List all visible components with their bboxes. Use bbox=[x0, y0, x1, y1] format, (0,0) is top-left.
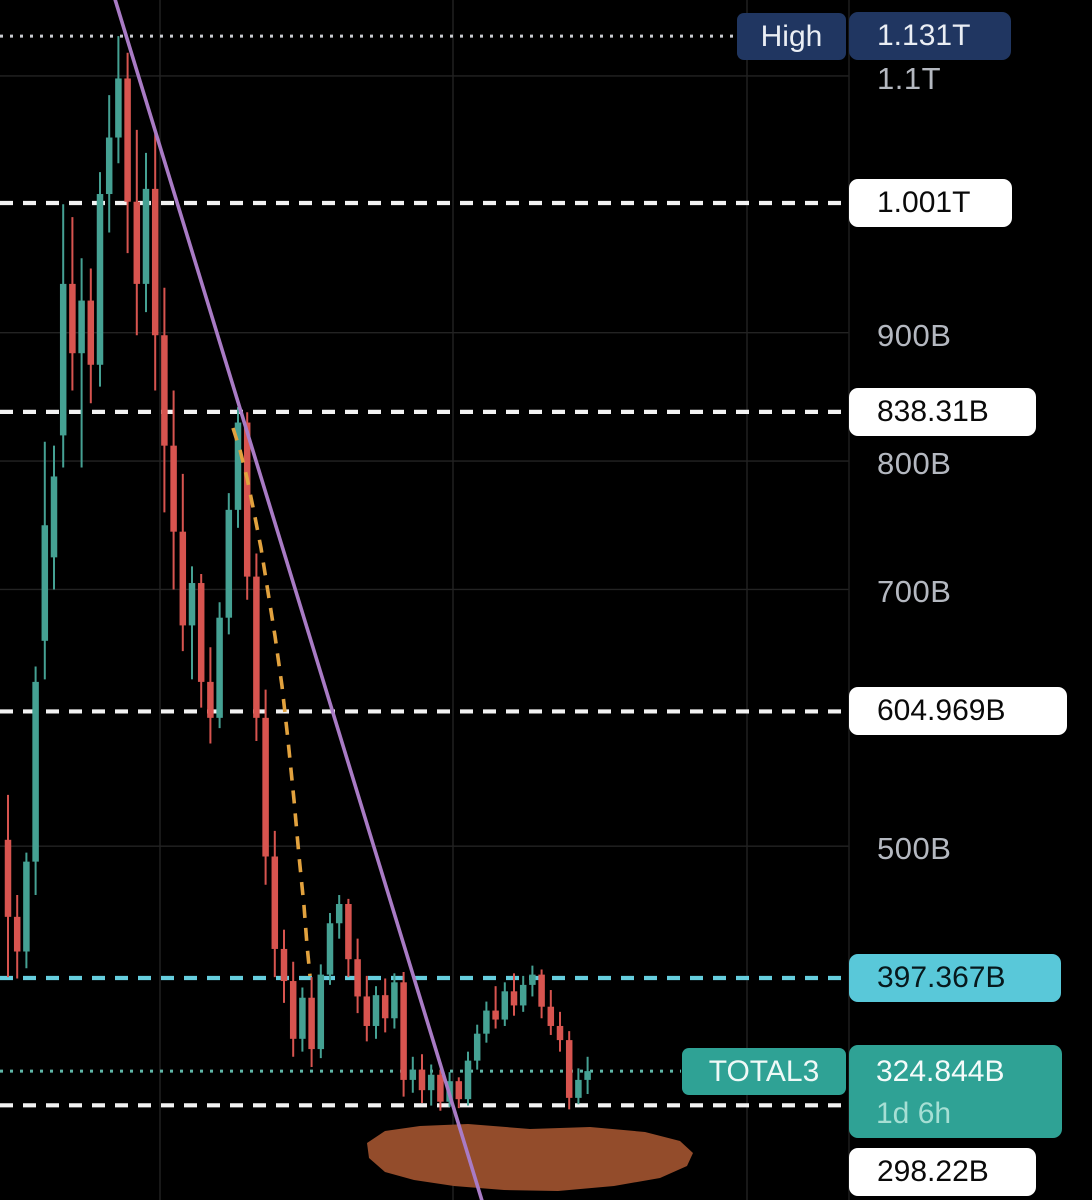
candle bbox=[501, 982, 509, 1026]
candle bbox=[96, 172, 104, 387]
candlestick-series bbox=[4, 36, 591, 1111]
candle bbox=[308, 977, 315, 1068]
current-price-label[interactable]: 324.844B 1d 6h bbox=[849, 1045, 1062, 1139]
candle bbox=[529, 965, 536, 997]
candle bbox=[23, 852, 30, 969]
candle bbox=[354, 938, 361, 1014]
high-marker-label[interactable]: High bbox=[737, 13, 846, 61]
candle bbox=[299, 987, 306, 1052]
candle bbox=[418, 1054, 426, 1104]
candle bbox=[78, 258, 85, 468]
candle bbox=[492, 986, 499, 1029]
candle bbox=[225, 493, 233, 635]
candle bbox=[32, 666, 39, 896]
level-lines bbox=[0, 34, 849, 1108]
candle bbox=[519, 975, 527, 1012]
symbol-name-label[interactable]: TOTAL3 bbox=[682, 1048, 846, 1096]
candle bbox=[289, 961, 297, 1057]
candle bbox=[575, 1068, 582, 1105]
orange-dashed-curve[interactable] bbox=[231, 427, 312, 977]
candle bbox=[565, 1031, 573, 1110]
candle bbox=[133, 129, 141, 336]
candle bbox=[124, 52, 131, 254]
gridlines bbox=[0, 0, 850, 1200]
candle bbox=[473, 1024, 481, 1070]
candle bbox=[409, 1056, 417, 1093]
level-price-label[interactable]: 1.001T bbox=[849, 179, 1012, 227]
candle bbox=[335, 895, 343, 939]
level-price-label[interactable]: 397.367B bbox=[849, 954, 1061, 1002]
candle bbox=[391, 973, 398, 1029]
axis-tick: 800B bbox=[877, 446, 952, 482]
candle bbox=[381, 978, 389, 1033]
candle bbox=[427, 1064, 435, 1106]
candle bbox=[372, 986, 380, 1039]
candle bbox=[400, 972, 407, 1097]
candle bbox=[538, 969, 545, 1019]
candle bbox=[363, 975, 371, 1042]
candle bbox=[142, 152, 150, 313]
bar-countdown: 1d 6h bbox=[876, 1096, 952, 1130]
candle bbox=[345, 898, 352, 978]
candle bbox=[179, 473, 187, 652]
candle bbox=[464, 1051, 472, 1106]
candle bbox=[197, 574, 205, 708]
high-price-label[interactable]: 1.131T bbox=[849, 12, 1011, 61]
level-price-label[interactable]: 838.31B bbox=[849, 387, 1036, 436]
candle bbox=[326, 912, 334, 985]
candle bbox=[151, 133, 159, 391]
candle bbox=[262, 689, 269, 885]
candle bbox=[170, 390, 177, 590]
candle bbox=[483, 1001, 490, 1043]
candle bbox=[207, 647, 214, 744]
candle bbox=[87, 268, 95, 404]
candle bbox=[188, 566, 196, 680]
candle bbox=[216, 602, 223, 729]
candle bbox=[437, 1069, 444, 1111]
axis-tick: 500B bbox=[877, 831, 952, 867]
candle bbox=[455, 1077, 463, 1109]
candle bbox=[510, 973, 518, 1016]
axis-tick: 1.1T bbox=[877, 60, 942, 96]
candle bbox=[41, 441, 49, 680]
candle bbox=[253, 553, 260, 741]
candle bbox=[69, 217, 76, 391]
axis-tick: 700B bbox=[877, 574, 952, 610]
purple-trendline[interactable] bbox=[113, 0, 484, 1200]
candle bbox=[271, 830, 279, 978]
candle bbox=[105, 95, 113, 233]
candle bbox=[556, 1011, 564, 1052]
candle bbox=[547, 990, 555, 1035]
candle bbox=[243, 412, 251, 600]
candle bbox=[13, 895, 21, 979]
brush-highlight-blob[interactable] bbox=[367, 1124, 693, 1191]
candle bbox=[115, 36, 122, 164]
level-price-label[interactable]: 298.22B bbox=[849, 1148, 1036, 1196]
axis-tick: 900B bbox=[877, 317, 952, 353]
candle bbox=[280, 929, 288, 1003]
level-price-label[interactable]: 604.969B bbox=[849, 687, 1067, 736]
candle bbox=[317, 964, 325, 1059]
current-price-value: 324.844B bbox=[876, 1054, 1005, 1088]
candle bbox=[50, 445, 58, 590]
candle bbox=[584, 1056, 591, 1095]
candle bbox=[59, 204, 67, 468]
candle bbox=[234, 407, 242, 528]
candle bbox=[4, 794, 12, 978]
candle bbox=[161, 287, 168, 513]
